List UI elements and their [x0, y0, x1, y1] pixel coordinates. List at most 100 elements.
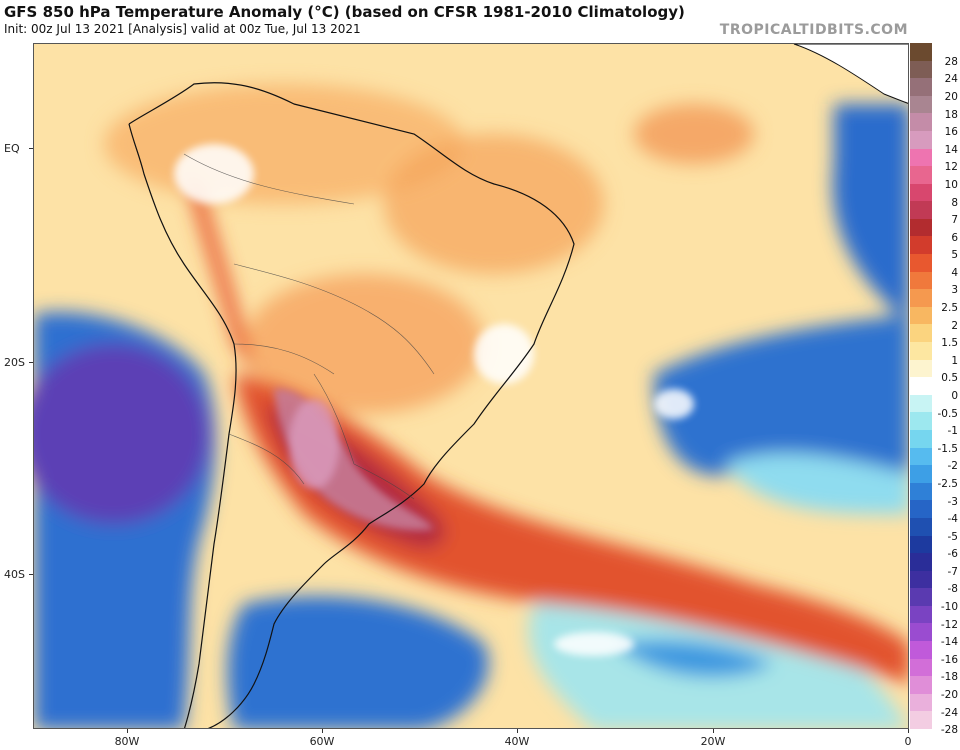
colorbar-swatch: [910, 148, 932, 167]
colorbar-swatch: [910, 658, 932, 677]
colorbar-label: -1.5: [937, 442, 959, 455]
colorbar-swatch: [910, 588, 932, 607]
colorbar-label: -2.5: [937, 477, 959, 490]
lon-label-0: 0: [904, 735, 912, 748]
colorbar-swatch: [910, 676, 932, 695]
colorbar-swatch: [910, 218, 932, 237]
lon-label-60w: 60W: [309, 735, 335, 748]
colorbar-label: 1.5: [941, 337, 958, 350]
colorbar-swatch: [910, 693, 932, 712]
colorbar-swatch: [910, 447, 932, 466]
colorbar-swatch: [910, 201, 932, 220]
colorbar-label: 14: [944, 143, 958, 156]
colorbar-swatch: [910, 95, 932, 114]
colorbar-label: 4: [951, 266, 958, 279]
colorbar-swatch: [910, 113, 932, 132]
chart-subtitle: Init: 00z Jul 13 2021 [Analysis] valid a…: [4, 22, 361, 36]
lon-tick: [517, 729, 518, 733]
brand-watermark: TROPICALTIDBITS.COM: [719, 22, 908, 38]
colorbar-label: -4: [947, 513, 958, 526]
colorbar-swatch: [910, 289, 932, 308]
colorbar: [910, 43, 932, 730]
colorbar-swatch: [910, 570, 932, 589]
colorbar-label: 3: [951, 284, 958, 297]
colorbar-label: 2.5: [941, 302, 958, 315]
colorbar-label: -16: [940, 653, 958, 666]
colorbar-swatch: [910, 78, 932, 97]
colorbar-label: 20: [944, 90, 958, 103]
colorbar-labels: 28 24 20 18 16 14 12 10 8 7 6 5 4 3 2.5 2 1.5 1 0.5 0 -0.5 -1…: [933, 43, 960, 736]
anomaly-map: [33, 43, 909, 729]
colorbar-label: -8: [947, 583, 958, 596]
colorbar-label: 1: [951, 354, 958, 367]
colorbar-label: -12: [940, 618, 958, 631]
colorbar-label: -10: [940, 601, 958, 614]
colorbar-label: -1: [947, 425, 958, 438]
colorbar-swatch: [910, 623, 932, 642]
colorbar-swatch: [910, 254, 932, 273]
colorbar-label: 2: [951, 319, 958, 332]
colorbar-swatch: [910, 43, 932, 62]
colorbar-label: -6: [947, 548, 958, 561]
colorbar-label: 5: [951, 249, 958, 262]
colorbar-swatch: [910, 553, 932, 572]
lon-label-20w: 20W: [700, 735, 726, 748]
colorbar-swatch: [910, 412, 932, 431]
lon-tick: [908, 729, 909, 733]
lat-tick: [29, 574, 33, 575]
colorbar-swatch: [910, 465, 932, 484]
colorbar-label: -14: [940, 636, 958, 649]
colorbar-label: 12: [944, 161, 958, 174]
colorbar-swatch: [910, 500, 932, 519]
anomaly-field: [34, 44, 908, 728]
colorbar-swatch: [910, 130, 932, 150]
colorbar-label: 8: [951, 196, 958, 209]
colorbar-swatch: [910, 342, 932, 361]
colorbar-swatch: [910, 482, 932, 501]
colorbar-swatch: [910, 271, 932, 290]
lat-label-20s: 20S: [4, 356, 25, 369]
lon-tick: [127, 729, 128, 733]
lat-label-eq: EQ: [4, 142, 20, 155]
lat-tick: [29, 148, 33, 149]
colorbar-swatch: [910, 183, 932, 202]
lat-tick: [29, 362, 33, 363]
colorbar-label: -28: [940, 724, 958, 737]
colorbar-swatch: [910, 306, 932, 325]
chart-title: GFS 850 hPa Temperature Anomaly (°C) (ba…: [4, 3, 685, 21]
colorbar-label: -2: [947, 460, 958, 473]
colorbar-label: 16: [944, 126, 958, 139]
colorbar-label: -7: [947, 565, 958, 578]
colorbar-label: -3: [947, 495, 958, 508]
colorbar-swatch: [910, 517, 932, 536]
colorbar-swatch: [910, 377, 932, 396]
colorbar-label: -20: [940, 689, 958, 702]
colorbar-label: -18: [940, 671, 958, 684]
colorbar-label: 18: [944, 108, 958, 121]
lon-tick: [322, 729, 323, 733]
lon-label-80w: 80W: [114, 735, 140, 748]
colorbar-swatch: [910, 166, 932, 185]
colorbar-swatch: [910, 324, 932, 343]
colorbar-label: 10: [944, 178, 958, 191]
colorbar-label: 0: [951, 390, 958, 402]
colorbar-swatch: [910, 429, 932, 449]
colorbar-label: 6: [951, 231, 958, 244]
colorbar-swatch: [910, 236, 932, 255]
colorbar-swatch: [910, 60, 932, 79]
colorbar-swatch: [910, 605, 932, 624]
lon-label-40w: 40W: [504, 735, 530, 748]
colorbar-swatch: [910, 535, 932, 554]
colorbar-label: 24: [944, 73, 958, 86]
colorbar-label: -24: [940, 706, 958, 719]
country-borders: [183, 153, 435, 500]
colorbar-swatch: [910, 711, 932, 730]
colorbar-swatch: [910, 641, 932, 660]
coastlines: [128, 82, 575, 728]
colorbar-label: 7: [951, 214, 958, 227]
colorbar-label: 0.5: [941, 372, 958, 385]
colorbar-label: -5: [947, 530, 958, 543]
lon-tick: [713, 729, 714, 733]
colorbar-swatch: [910, 394, 932, 413]
colorbar-swatch: [910, 359, 932, 378]
